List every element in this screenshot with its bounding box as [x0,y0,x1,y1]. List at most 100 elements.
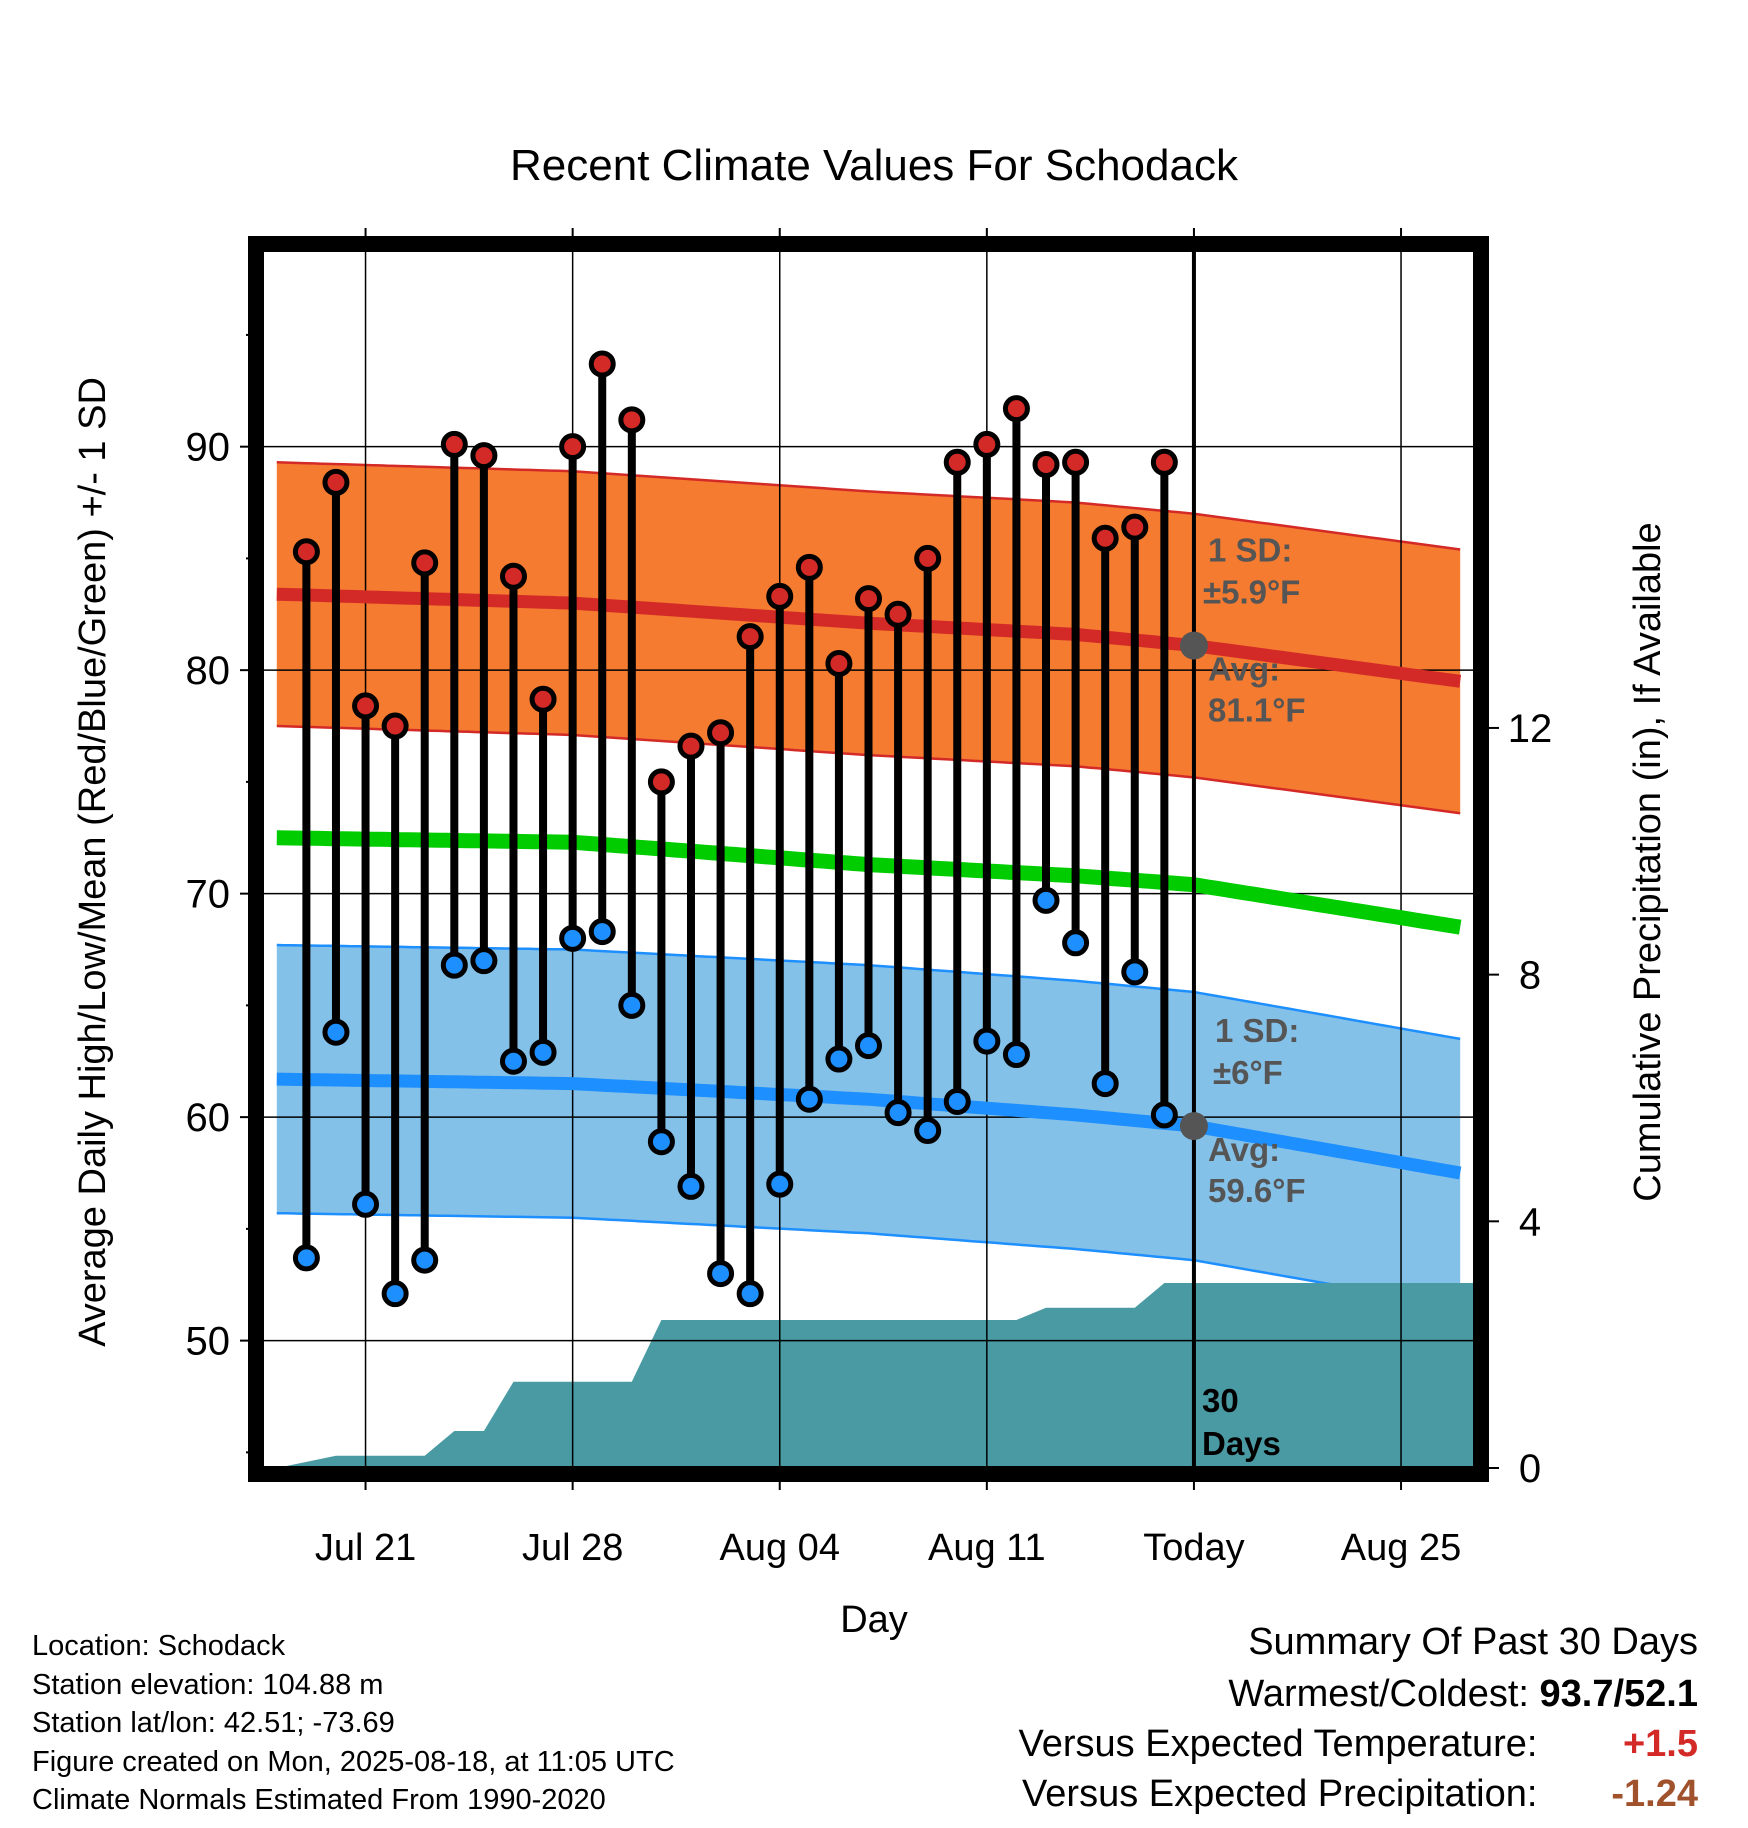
high-sd-upper-line [276,461,1461,551]
daily-low-point [1032,886,1060,914]
daily-low-point [707,1260,735,1288]
low-sd-annotation-line2: ±6°F [1213,1054,1283,1091]
daily-low-point [973,1027,1001,1055]
days-annotation-line1: 30 [1202,1382,1239,1419]
y-tick-label: 80 [186,649,231,693]
warmest-value: 93.7/52.1 [1539,1673,1698,1715]
daily-low-point [736,1280,764,1308]
daily-high-point [470,442,498,470]
daily-low-point [411,1246,439,1274]
today-low-avg-marker [1179,1112,1208,1141]
daily-high-point [677,732,705,760]
plot-interior: 1 SD: ±5.9°F Avg: 81.1°F 1 SD: ±6°F Avg: 59.6°F… [262,250,1475,1468]
cumulative-precip-area [276,1283,1475,1468]
daily-high-point [1091,524,1119,552]
daily-high-point [381,712,409,740]
daily-low-point [1062,929,1090,957]
x-tick-label: Jul 21 [315,1527,416,1569]
daily-high-point [1150,448,1178,476]
low-avg-line [276,1072,1462,1180]
chart-title: Recent Climate Values For Schodack [510,141,1239,190]
daily-low-point [855,1032,882,1060]
location-text: Location: Schodack [32,1630,286,1662]
x-tick-label: Aug 04 [720,1527,840,1569]
daily-low-point [470,947,498,975]
x-axis-label: Day [840,1599,908,1641]
daily-high-point [352,692,380,720]
precip-label: Versus Expected Precipitation: [1022,1773,1538,1815]
daily-low-point [795,1085,823,1113]
x-tick-label: Today [1143,1527,1244,1569]
daily-high-point [914,544,942,572]
daily-low-point [1091,1070,1119,1098]
daily-high-point [411,549,439,577]
daily-low-point [352,1190,380,1218]
daily-low-point [647,1128,675,1156]
daily-high-point [1032,451,1060,479]
low-sd-annotation-line1: 1 SD: [1215,1012,1299,1049]
daily-low-point [440,951,468,979]
summary-heading: Summary Of Past 30 Days [1248,1621,1698,1663]
daily-high-point [322,468,350,496]
summary-precip-row: Versus Expected Precipitation: -1.24 [1022,1773,1698,1816]
normals-text: Climate Normals Estimated From 1990-2020 [32,1784,606,1816]
daily-high-point [707,719,735,747]
daily-high-point [588,350,616,378]
daily-low-point [825,1045,853,1073]
daily-high-point [559,433,587,461]
daily-low-point [499,1047,527,1075]
temp-value: +1.5 [1622,1723,1698,1765]
daily-high-point [855,585,882,613]
days-annotation-line2: Days [1202,1425,1281,1462]
y2-axis-label: Cumulative Precipitation (in), If Availa… [1627,522,1669,1201]
today-high-avg-marker [1179,631,1208,660]
daily-low-point [588,918,616,946]
daily-low-point [322,1018,350,1046]
summary-warmest-row: Warmest/Coldest: 93.7/52.1 [1228,1673,1698,1716]
created-text: Figure created on Mon, 2025-08-18, at 11… [32,1745,675,1778]
daily-high-point [499,562,527,590]
y2-tick-label: 12 [1508,707,1553,751]
daily-low-point [914,1117,942,1145]
daily-high-point [292,538,320,566]
x-tick-label: Aug 25 [1341,1527,1461,1569]
daily-high-point [795,553,823,581]
y2-tick-label: 0 [1519,1447,1541,1491]
precip-value: -1.24 [1611,1773,1698,1815]
daily-low-point [884,1099,912,1127]
high-sd-annotation-line1: 1 SD: [1208,532,1292,569]
low-avg-annotation-line1: Avg: [1208,1131,1280,1168]
daily-high-point [973,430,1001,458]
station-info: Location: Schodack Station elevation: 10… [32,1627,675,1820]
daily-low-point [292,1244,320,1272]
daily-high-point [440,430,468,458]
daily-low-point [766,1170,794,1198]
high-avg-annotation-line2: 81.1°F [1208,692,1306,729]
daily-high-point [736,623,764,651]
daily-high-point [647,768,675,796]
daily-low-point [559,924,587,952]
y-tick-label: 60 [186,1096,231,1140]
y-tick-label: 50 [186,1320,231,1364]
y2-tick-label: 4 [1519,1200,1541,1244]
daily-high-point [884,600,912,628]
daily-low-point [529,1038,557,1066]
daily-high-point [1062,448,1090,476]
daily-low-point [1150,1101,1178,1129]
y-tick-label: 90 [186,426,231,470]
daily-high-point [825,649,853,677]
daily-high-point [766,582,794,610]
daily-high-point [618,406,646,434]
warmest-label: Warmest/Coldest: [1228,1673,1529,1715]
daily-high-point [529,685,557,713]
daily-high-point [943,448,971,476]
summary-temp-row: Versus Expected Temperature: +1.5 [1019,1723,1698,1766]
daily-high-point [1002,395,1030,423]
high-sd-annotation-line2: ±5.9°F [1203,574,1300,611]
plot-frame [248,236,1489,1482]
daily-low-point [1002,1041,1030,1069]
daily-low-point [677,1172,705,1200]
x-tick-label: Aug 11 [928,1527,1046,1569]
y-axis-label: Average Daily High/Low/Mean (Red/Blue/Gr… [72,377,114,1347]
